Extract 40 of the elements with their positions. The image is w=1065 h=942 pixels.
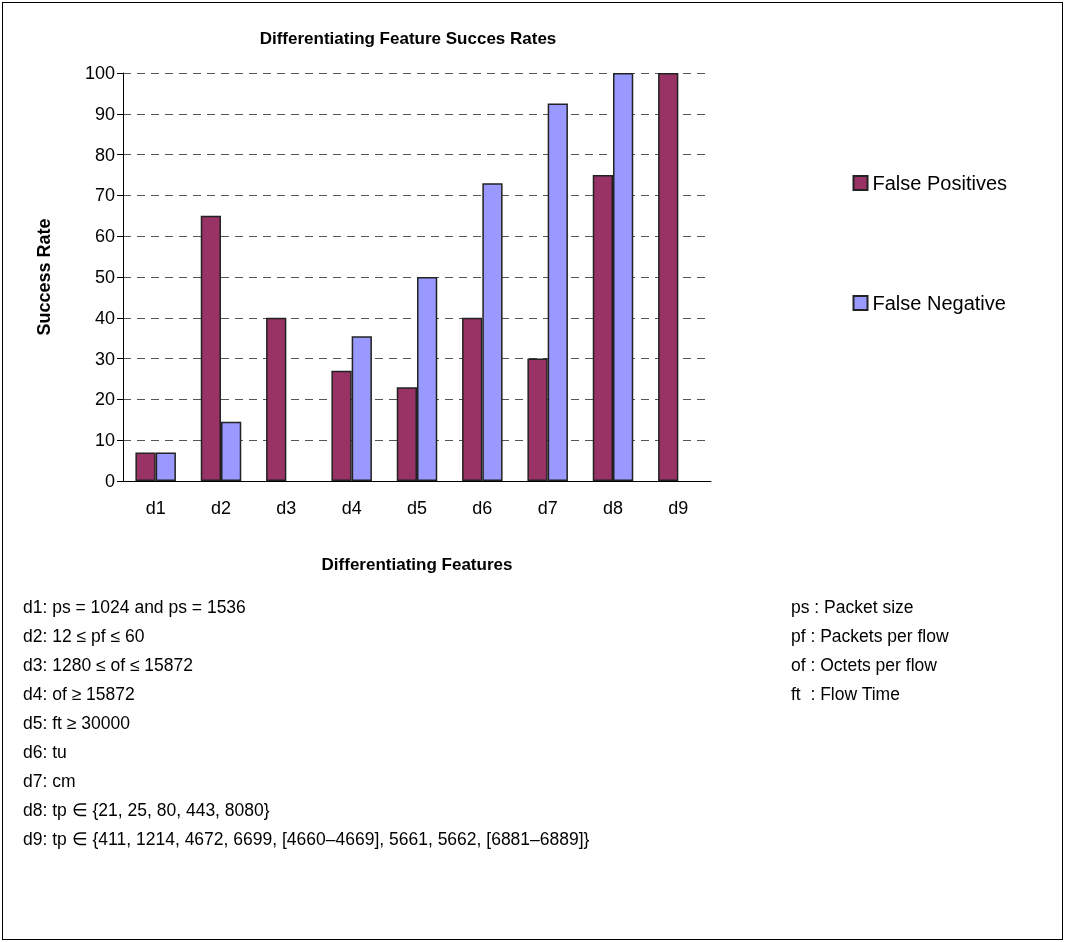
y-axis-title: Success Rate bbox=[34, 218, 54, 336]
x-tick-label: d9 bbox=[668, 498, 689, 518]
text: d4: of ≥ 15872 bbox=[23, 683, 136, 706]
y-tick-label: 100 bbox=[84, 63, 115, 83]
y-tick-label: 30 bbox=[94, 348, 115, 369]
y-tick-label: 60 bbox=[94, 226, 115, 247]
text: ps : Packet size bbox=[791, 596, 915, 619]
text: d1: ps = 1024 and ps = 1536 bbox=[23, 596, 247, 619]
text: d8: tp ∈ {21, 25, 80, 443, 8080} bbox=[23, 799, 271, 822]
x-axis-title: Differentiating Features bbox=[321, 555, 513, 574]
y-tick-label: 50 bbox=[94, 267, 115, 287]
x-tick-label: d5 bbox=[406, 498, 428, 518]
x-tick-label: d6 bbox=[472, 498, 493, 518]
legend-label: False Negative bbox=[872, 292, 1006, 314]
text: pf : Packets per flow bbox=[791, 625, 950, 648]
y-tick-label: 90 bbox=[94, 103, 115, 124]
x-tick-label: d1 bbox=[145, 498, 166, 518]
y-tick-label: 40 bbox=[94, 307, 115, 328]
text: of : Octets per flow bbox=[791, 654, 938, 677]
y-tick-label: 70 bbox=[94, 185, 115, 206]
text: d7: cm bbox=[23, 770, 77, 793]
y-tick-label: 10 bbox=[94, 430, 115, 451]
text: d9: tp ∈ {411, 1214, 4672, 6699, [4660–4669], 5661, 5662, [6881–6889]} bbox=[23, 828, 591, 851]
chart-title: Differentiating Feature Succes Rates bbox=[259, 29, 557, 48]
bar bbox=[266, 317, 287, 481]
legend-label: False Positives bbox=[872, 172, 1008, 194]
bar bbox=[658, 73, 679, 481]
text: d5: ft ≥ 30000 bbox=[23, 712, 131, 735]
text: ft : Flow Time bbox=[791, 683, 901, 706]
x-tick-label: d3 bbox=[276, 498, 297, 518]
x-tick-label: d4 bbox=[341, 498, 362, 518]
text: d6: tu bbox=[23, 741, 68, 764]
text: d2: 12 ≤ pf ≤ 60 bbox=[23, 625, 146, 648]
x-tick-label: d2 bbox=[210, 498, 232, 518]
x-tick-label: d7 bbox=[537, 498, 558, 518]
text: d3: 1280 ≤ of ≤ 15872 bbox=[23, 654, 195, 677]
y-tick-label: 20 bbox=[94, 389, 115, 410]
y-tick-label: 80 bbox=[94, 144, 115, 165]
x-tick-label: d8 bbox=[602, 498, 624, 518]
y-tick-label: 0 bbox=[104, 471, 115, 491]
